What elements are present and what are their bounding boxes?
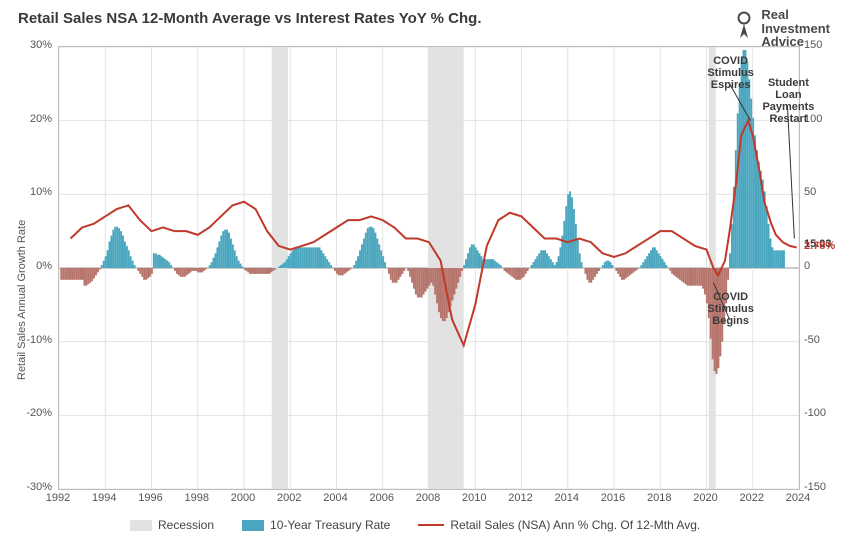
x-tick: 1998 — [185, 492, 209, 504]
x-tick: 2000 — [231, 492, 255, 504]
legend: Recession 10-Year Treasury Rate Retail Sal… — [130, 518, 700, 532]
x-tick: 2008 — [416, 492, 440, 504]
y-right-tick: 150 — [804, 39, 822, 51]
legend-swatch — [130, 520, 152, 531]
end-value-line: 2.78% — [804, 240, 835, 252]
x-tick: 2018 — [647, 492, 671, 504]
y-right-tick: -50 — [804, 334, 820, 346]
annotation: COVIDStimulusBegins — [699, 291, 763, 327]
x-tick: 2022 — [740, 492, 764, 504]
y-right-tick: -100 — [804, 407, 826, 419]
x-tick: 1996 — [138, 492, 162, 504]
y-left-tick: 0% — [36, 260, 52, 272]
legend-label: Retail Sales (NSA) Ann % Chg. Of 12-Mth … — [450, 518, 700, 532]
y-left-tick: 10% — [30, 186, 52, 198]
x-tick: 1994 — [92, 492, 116, 504]
x-tick: 2002 — [277, 492, 301, 504]
logo-line1: Real — [761, 8, 830, 22]
legend-label: 10-Year Treasury Rate — [270, 518, 390, 532]
legend-swatch — [242, 520, 264, 531]
legend-item: 10-Year Treasury Rate — [242, 518, 390, 532]
y-left-tick: 20% — [30, 113, 52, 125]
chart-frame: Retail Sales NSA 12-Month Average vs Int… — [0, 0, 848, 551]
x-tick: 2016 — [601, 492, 625, 504]
chart-title: Retail Sales NSA 12-Month Average vs Int… — [18, 10, 481, 27]
annotation: COVIDStimulusEspires — [699, 55, 763, 91]
y-right-tick: 0 — [804, 260, 810, 272]
y-left-tick: 30% — [30, 39, 52, 51]
annotation: StudentLoanPaymentsRestart — [756, 77, 820, 125]
x-tick: 2004 — [323, 492, 347, 504]
legend-swatch — [418, 524, 444, 526]
x-tick: 2006 — [370, 492, 394, 504]
plot-area — [58, 46, 800, 490]
y-left-tick: -20% — [26, 407, 52, 419]
y-right-tick: 50 — [804, 186, 816, 198]
x-tick: 2014 — [555, 492, 579, 504]
y-left-tick: -10% — [26, 334, 52, 346]
x-tick: 2020 — [693, 492, 717, 504]
x-tick: 2024 — [786, 492, 810, 504]
logo-line2: Investment — [761, 22, 830, 36]
legend-item: Recession — [130, 518, 214, 532]
x-tick: 2012 — [508, 492, 532, 504]
x-tick: 2010 — [462, 492, 486, 504]
legend-label: Recession — [158, 518, 214, 532]
legend-item: Retail Sales (NSA) Ann % Chg. Of 12-Mth … — [418, 518, 700, 532]
x-tick: 1992 — [46, 492, 70, 504]
y-axis-left-label: Retail Sales Annual Growth Rate — [16, 220, 28, 380]
